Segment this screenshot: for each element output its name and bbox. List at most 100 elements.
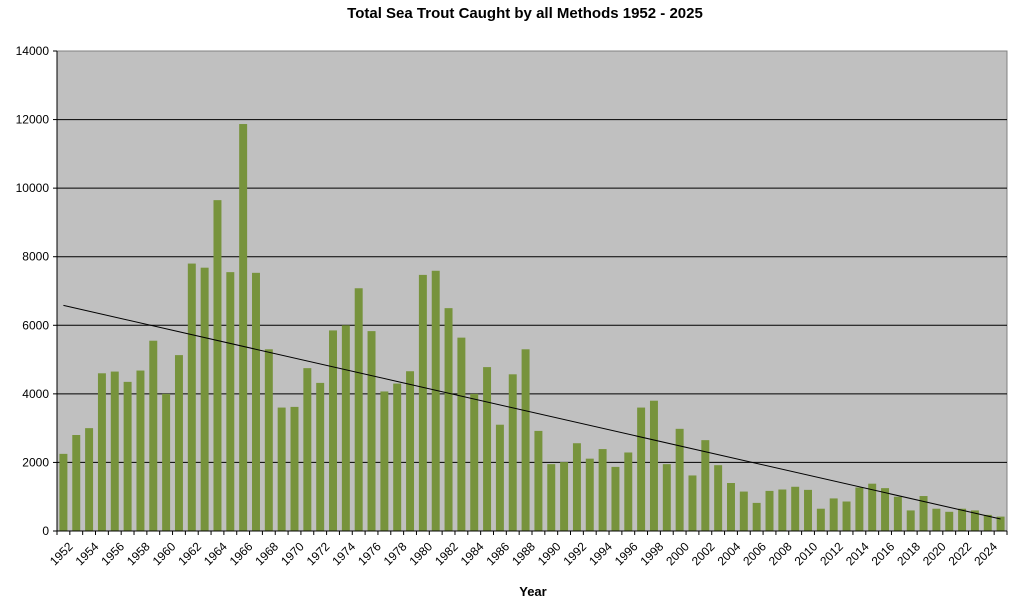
bar-2003 — [714, 465, 723, 531]
bar-1973 — [329, 330, 337, 531]
trendline-group — [63, 304, 1001, 520]
x-tick-label: 2000 — [663, 539, 692, 568]
bar-1971 — [303, 368, 312, 531]
x-tick-label: 1988 — [509, 539, 538, 568]
bar-2011 — [816, 508, 825, 531]
x-tick-label: 1986 — [483, 539, 512, 568]
y-axis: 0 2000 4000 6000 8000 10000 12000 14000 — [16, 44, 58, 538]
bar-1980 — [418, 274, 427, 531]
bar-1967 — [252, 272, 260, 531]
bar-1978 — [393, 383, 402, 531]
x-tick-label: 1952 — [47, 539, 76, 568]
bar-2014 — [855, 487, 864, 531]
bar-1988 — [521, 349, 530, 531]
x-tick-label: 1976 — [355, 539, 384, 568]
bar-1987 — [508, 374, 517, 531]
bar-2009 — [791, 486, 800, 531]
bar-2020 — [932, 508, 941, 531]
bar-1983 — [457, 337, 466, 531]
bar-1964 — [213, 200, 222, 531]
bar-2023 — [970, 510, 979, 531]
y-tick-label: 10000 — [16, 181, 50, 195]
bar-1994 — [598, 449, 607, 531]
x-tick-label: 1994 — [586, 539, 615, 568]
bar-1961 — [174, 355, 183, 531]
x-tick-label: 2010 — [792, 539, 821, 568]
x-tick-label: 1960 — [150, 539, 179, 568]
x-tick-label: 2016 — [869, 539, 898, 568]
bar-1954 — [85, 428, 94, 531]
x-tick-label: 2020 — [920, 539, 949, 568]
bar-1993 — [585, 458, 594, 531]
x-tick-label: 1968 — [252, 539, 281, 568]
bar-1974 — [341, 325, 350, 531]
bar-1959 — [149, 340, 158, 531]
x-tick-label: 2004 — [715, 539, 744, 568]
bar-1996 — [624, 452, 633, 531]
bar-2024 — [983, 514, 992, 531]
x-tick-label: 1966 — [227, 539, 256, 568]
bar-2004 — [727, 483, 735, 531]
bar-1957 — [123, 381, 132, 531]
x-tick-label: 1998 — [638, 539, 667, 568]
bar-2018 — [906, 510, 915, 531]
x-tick-label: 2022 — [946, 539, 975, 568]
bar-1968 — [264, 349, 273, 531]
x-axis-label: Year — [519, 584, 546, 599]
bar-1972 — [316, 382, 325, 531]
x-axis: 1952195419561958196019621964196619681970… — [47, 530, 1008, 568]
bar-1952 — [59, 453, 68, 531]
bar-1962 — [187, 263, 196, 531]
bar-2001 — [688, 475, 697, 531]
bar-1976 — [367, 331, 376, 531]
bar-1986 — [495, 424, 504, 531]
y-tick-label: 6000 — [22, 318, 49, 332]
bar-1999 — [662, 464, 671, 531]
bar-2016 — [881, 488, 890, 531]
bar-1982 — [444, 308, 453, 531]
bar-2012 — [829, 498, 838, 531]
y-tick-label: 4000 — [22, 387, 49, 401]
bar-1984 — [470, 393, 479, 531]
bar-2006 — [752, 502, 761, 531]
bar-1953 — [72, 435, 81, 531]
bar-2021 — [945, 511, 954, 531]
bar-2013 — [842, 501, 851, 531]
trendline — [63, 304, 1001, 520]
x-tick-label: 2006 — [740, 539, 769, 568]
x-tick-label: 1980 — [406, 539, 435, 568]
bar-1989 — [534, 430, 543, 531]
bar-1958 — [136, 370, 145, 531]
x-tick-label: 1974 — [329, 539, 358, 568]
x-tick-label: 1970 — [278, 539, 307, 568]
bar-1960 — [162, 393, 171, 531]
bar-1970 — [290, 406, 299, 531]
x-tick-label: 1978 — [381, 539, 410, 568]
x-tick-label: 1962 — [175, 539, 204, 568]
x-tick-label: 2018 — [894, 539, 923, 568]
x-tick-label: 1982 — [432, 539, 461, 568]
bar-1981 — [431, 270, 440, 531]
y-tick-label: 2000 — [22, 455, 49, 469]
bar-1956 — [110, 371, 119, 531]
y-tick-label: 14000 — [16, 44, 50, 58]
x-tick-label: 2008 — [766, 539, 795, 568]
x-tick-label: 1964 — [201, 539, 230, 568]
bar-2002 — [701, 440, 710, 531]
x-tick-label: 1996 — [612, 539, 641, 568]
bar-1985 — [483, 367, 492, 531]
x-tick-label: 2012 — [817, 539, 846, 568]
bar-1966 — [239, 124, 248, 531]
y-tick-label: 0 — [42, 524, 49, 538]
bar-1997 — [637, 407, 646, 531]
x-tick-label: 1984 — [458, 539, 487, 568]
x-tick-label: 1956 — [98, 539, 127, 568]
x-tick-label: 1990 — [535, 539, 564, 568]
bar-1991 — [560, 462, 569, 531]
bar-1965 — [226, 272, 235, 531]
y-tick-label: 8000 — [22, 250, 49, 264]
bar-1998 — [649, 400, 658, 531]
x-tick-label: 1954 — [73, 539, 102, 568]
bar-2007 — [765, 490, 774, 531]
